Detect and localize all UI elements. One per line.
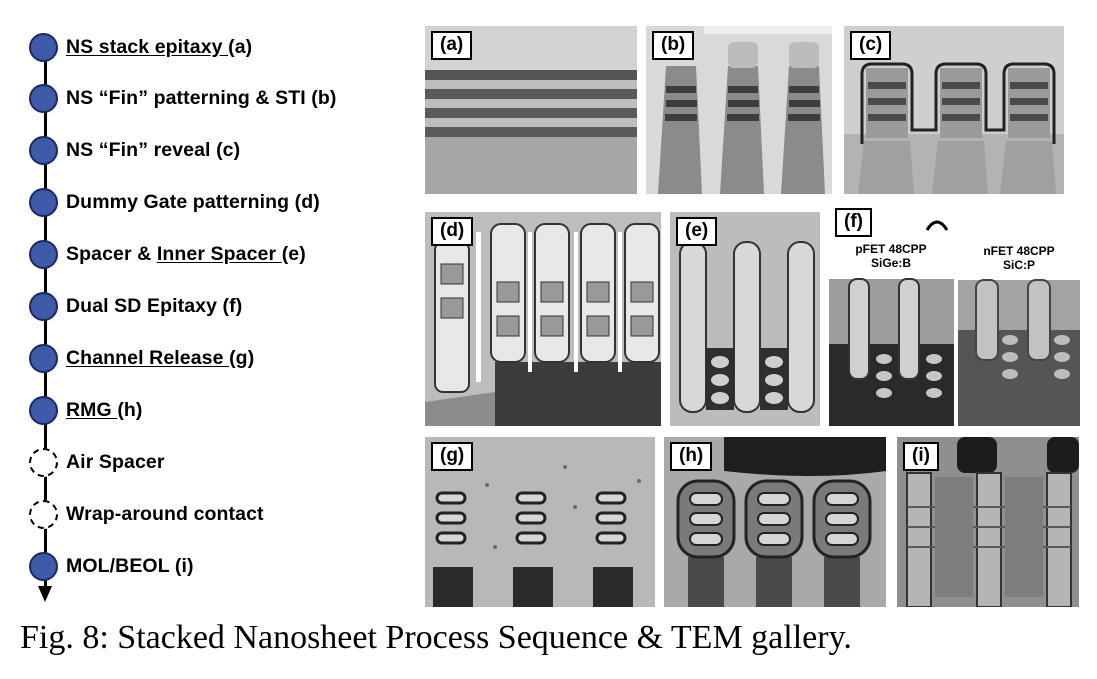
- step-label: NS “Fin” patterning & STI (b): [66, 86, 337, 109]
- panel-label-i: (i): [903, 442, 939, 471]
- step-done-icon: [29, 83, 58, 113]
- tem-panel-c: (c): [844, 26, 1064, 194]
- tem-image-f-nfet: [958, 218, 1080, 426]
- tem-panel-f-pfet: (f) pFET 48CPP SiGe:B: [829, 204, 954, 426]
- tem-image-g: [433, 465, 641, 607]
- step-dummy-gate: Dummy Gate patterning (d): [29, 185, 320, 219]
- step-label: Spacer & Inner Spacer (e): [66, 242, 306, 265]
- tem-panel-d: (d): [425, 212, 661, 426]
- tem-panel-b: (b): [646, 26, 832, 194]
- panel-label-f: (f): [835, 208, 872, 237]
- tem-panel-e: (e): [670, 212, 820, 426]
- step-rmg: RMG (h): [29, 393, 143, 427]
- step-done-icon: [29, 239, 58, 269]
- step-done-icon: [29, 32, 58, 62]
- step-fin-patterning: NS “Fin” patterning & STI (b): [29, 81, 336, 115]
- step-channel-release: Channel Release (g): [29, 341, 254, 375]
- step-label: Channel Release (g): [66, 346, 255, 369]
- step-done-icon: [29, 395, 58, 425]
- step-label: Dual SD Epitaxy (f): [66, 294, 243, 317]
- step-pending-icon: [29, 447, 58, 477]
- panel-label-g: (g): [431, 442, 474, 471]
- tem-panel-h: (h): [664, 437, 886, 607]
- tem-image-a: [425, 26, 637, 194]
- panel-label-d: (d): [431, 217, 474, 246]
- tem-image-h: [676, 437, 886, 607]
- step-done-icon: [29, 187, 58, 217]
- flow-arrow-icon: [38, 586, 52, 602]
- tem-panel-i: (i): [897, 437, 1079, 607]
- figure-caption: Fig. 8: Stacked Nanosheet Process Sequen…: [20, 619, 852, 656]
- step-air-spacer: Air Spacer: [29, 445, 165, 479]
- step-mol-beol: MOL/BEOL (i): [29, 549, 194, 583]
- tem-image-b: [658, 26, 832, 194]
- panel-label-b: (b): [652, 31, 695, 60]
- step-done-icon: [29, 551, 58, 581]
- process-flow: NS stack epitaxy (a) NS “Fin” patterning…: [0, 0, 420, 620]
- step-label: Dummy Gate patterning (d): [66, 190, 320, 213]
- panel-label-h: (h): [670, 442, 713, 471]
- step-label: NS stack epitaxy (a): [66, 35, 253, 58]
- panel-label-a: (a): [431, 31, 473, 60]
- tem-image-c: [844, 62, 1064, 194]
- step-label: RMG (h): [66, 398, 143, 421]
- step-ns-stack-epitaxy: NS stack epitaxy (a): [29, 30, 252, 64]
- tem-image-i: [906, 437, 1079, 607]
- step-pending-icon: [29, 499, 58, 529]
- tem-panel-a: (a): [425, 26, 637, 194]
- step-label: Air Spacer: [66, 450, 165, 473]
- nfet-label: nFET 48CPP SiC:P: [983, 244, 1055, 272]
- step-label: MOL/BEOL (i): [66, 554, 194, 577]
- step-fin-reveal: NS “Fin” reveal (c): [29, 133, 240, 167]
- tem-panel-f-nfet: nFET 48CPP SiC:P: [958, 218, 1080, 426]
- step-spacer: Spacer & Inner Spacer (e): [29, 237, 306, 271]
- step-label: NS “Fin” reveal (c): [66, 138, 241, 161]
- panel-label-c: (c): [850, 31, 892, 60]
- step-done-icon: [29, 135, 58, 165]
- tem-image-f-pfet: [829, 204, 954, 426]
- panel-label-e: (e): [676, 217, 718, 246]
- step-label: Wrap-around contact: [66, 502, 264, 525]
- step-wrap-around-contact: Wrap-around contact: [29, 497, 264, 531]
- pfet-label: pFET 48CPP SiGe:B: [855, 242, 927, 270]
- step-dual-sd-epitaxy: Dual SD Epitaxy (f): [29, 289, 242, 323]
- tem-panel-g: (g): [425, 437, 655, 607]
- step-done-icon: [29, 343, 58, 373]
- step-done-icon: [29, 291, 58, 321]
